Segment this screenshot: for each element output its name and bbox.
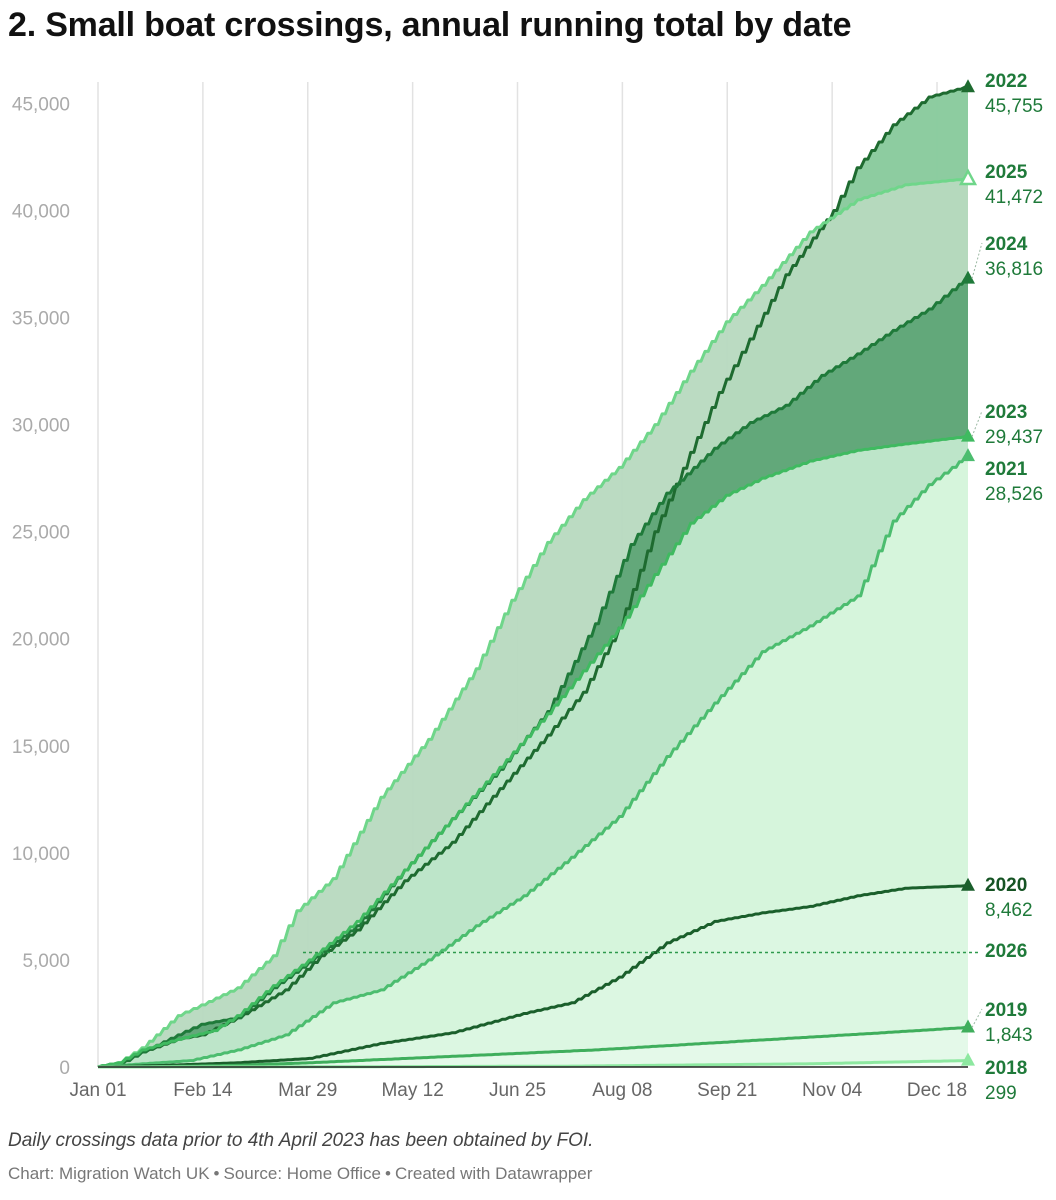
credit-separator: •	[213, 1164, 220, 1183]
y-tick-label: 45,000	[12, 94, 70, 115]
series-label-value: 8,462	[985, 900, 1033, 921]
x-tick-label: Jun 25	[489, 1080, 546, 1101]
marker-2018	[961, 1052, 975, 1066]
chart-credit: Chart: Migration Watch UK • Source: Home O…	[8, 1164, 592, 1184]
marker-2023	[961, 428, 975, 442]
area-2019	[98, 1027, 968, 1067]
series-label-value: 45,755	[985, 96, 1043, 117]
series-label-year: 2025	[985, 162, 1028, 183]
line-2021	[97, 454, 968, 1069]
series-label-year: 2019	[985, 1000, 1027, 1021]
series-label-year: 2021	[985, 459, 1028, 480]
x-tick-label: Feb 14	[173, 1080, 233, 1101]
marker-2020	[961, 877, 975, 891]
x-tick-label: Mar 29	[278, 1080, 337, 1101]
axes: Jan 01 Feb 14 Mar 29 May 12 Jun 25 Aug 08 Sep …	[12, 94, 968, 1101]
series-label-year: 2020	[985, 875, 1027, 896]
x-tick-label: Sep 21	[697, 1080, 757, 1101]
y-tick-label: 30,000	[12, 416, 70, 437]
line-2019	[98, 1026, 968, 1069]
y-tick-label: 20,000	[12, 630, 70, 651]
line-2023	[97, 435, 968, 1069]
x-tick-label: Aug 08	[592, 1080, 652, 1101]
x-tick-label: Nov 04	[802, 1080, 863, 1101]
series-label-value: 28,526	[985, 484, 1043, 505]
marker-2022	[961, 79, 975, 93]
y-tick-label: 0	[59, 1058, 70, 1079]
series-label-value: 29,437	[985, 427, 1043, 448]
series-label-value: 299	[985, 1083, 1017, 1104]
line-2020	[97, 884, 968, 1069]
credit-separator: •	[384, 1164, 391, 1183]
credit-source: Source: Home Office	[223, 1164, 381, 1183]
line-2025	[97, 177, 968, 1069]
y-tick-label: 5,000	[22, 951, 70, 972]
y-tick-label: 35,000	[12, 309, 70, 330]
chart-title: 2. Small boat crossings, annual running …	[8, 6, 852, 44]
x-tick-label: Jan 01	[69, 1080, 126, 1101]
credit-chart: Chart: Migration Watch UK	[8, 1164, 210, 1183]
y-tick-label: 40,000	[12, 201, 70, 222]
marker-2025	[958, 168, 978, 186]
x-tick-label: Dec 18	[907, 1080, 967, 1101]
label-leader-2024	[971, 242, 983, 279]
series-label-year: 2023	[985, 402, 1027, 423]
credit-tool: Created with Datawrapper	[394, 1164, 593, 1183]
series-label-year: 2018	[985, 1058, 1027, 1079]
label-leader-2019	[971, 1008, 983, 1028]
chart-note: Daily crossings data prior to 4th April …	[8, 1130, 594, 1151]
series-label-value: 36,816	[985, 259, 1043, 280]
series-label-value: 1,843	[985, 1025, 1033, 1046]
series-label-year: 2024	[985, 234, 1028, 255]
y-tick-label: 10,000	[12, 844, 70, 865]
chart: Jan 01 Feb 14 Mar 29 May 12 Jun 25 Aug 08 Sep …	[12, 71, 1043, 1104]
area-2020	[98, 885, 968, 1067]
marker-2024	[961, 270, 975, 284]
series-label-year: 2022	[985, 71, 1027, 92]
series-labels: 2022 45,755 2025 41,472 2024 36,816 2023 29,437…	[958, 71, 1043, 1104]
series-label-value: 41,472	[985, 187, 1043, 208]
marker-2021	[961, 448, 975, 462]
y-tick-label: 15,000	[12, 737, 70, 758]
marker-2019	[961, 1019, 975, 1033]
series-label-year: 2026	[985, 941, 1027, 962]
label-leader-2023	[971, 410, 983, 437]
series-lines	[97, 85, 978, 1069]
x-tick-label: May 12	[381, 1080, 443, 1101]
series-areas	[98, 87, 968, 1067]
y-tick-label: 25,000	[12, 523, 70, 544]
